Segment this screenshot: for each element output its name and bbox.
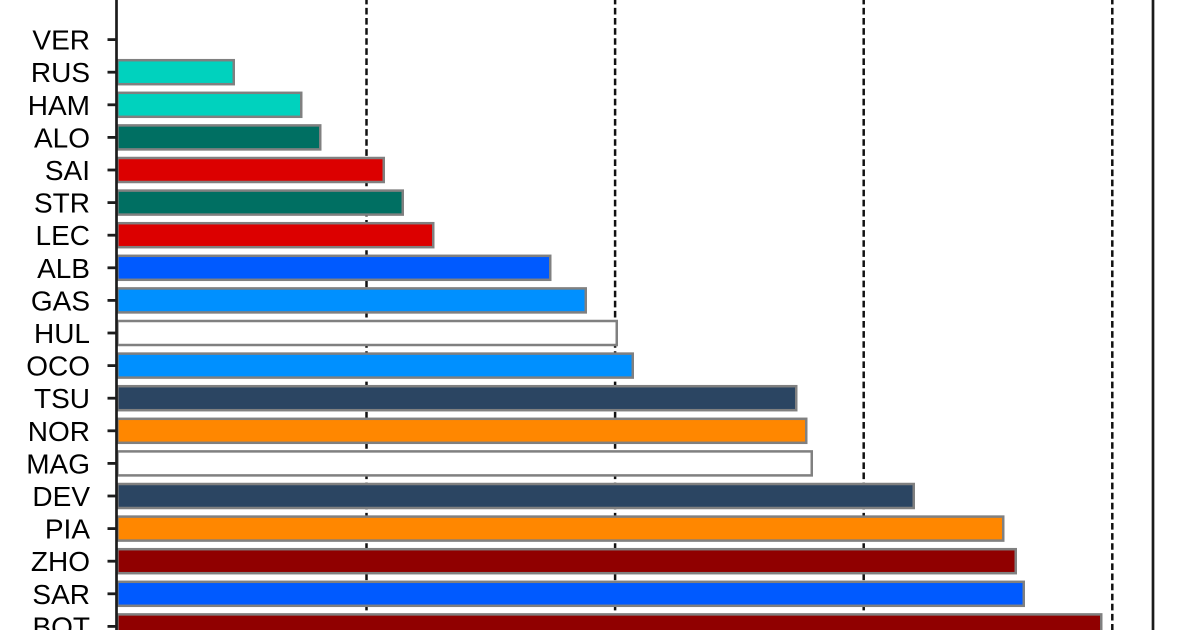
- svg-text:VER: VER: [32, 25, 90, 56]
- svg-text:GAS: GAS: [31, 285, 90, 316]
- svg-text:LEC: LEC: [36, 220, 90, 251]
- svg-text:RUS: RUS: [31, 57, 90, 88]
- svg-text:STR: STR: [34, 188, 90, 219]
- svg-text:ALB: ALB: [37, 253, 90, 284]
- svg-text:PIA: PIA: [45, 514, 90, 545]
- svg-text:OCO: OCO: [26, 351, 90, 382]
- svg-text:SAR: SAR: [32, 579, 90, 610]
- svg-text:BOT: BOT: [32, 611, 90, 630]
- svg-text:TSU: TSU: [34, 383, 90, 414]
- svg-text:NOR: NOR: [28, 416, 90, 447]
- svg-text:MAG: MAG: [26, 448, 90, 479]
- svg-text:HUL: HUL: [34, 318, 90, 349]
- svg-text:ALO: ALO: [34, 122, 90, 153]
- svg-text:ZHO: ZHO: [31, 546, 90, 577]
- svg-text:SAI: SAI: [45, 155, 90, 186]
- svg-text:HAM: HAM: [28, 90, 90, 121]
- svg-text:DEV: DEV: [32, 481, 90, 512]
